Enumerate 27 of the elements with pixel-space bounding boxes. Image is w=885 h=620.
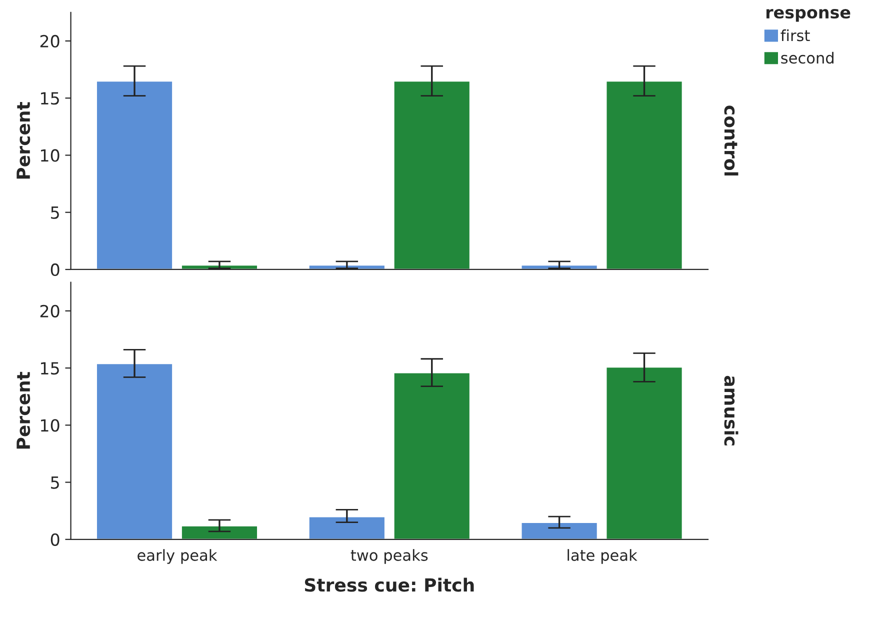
- y-tick-label: 10: [41, 149, 60, 162]
- y-tick-label: 5: [51, 476, 59, 489]
- y-tick-label: 20: [40, 304, 60, 318]
- bar: [520, 522, 598, 540]
- legend-title: response: [766, 8, 850, 22]
- x-tick-label: early peak: [138, 549, 218, 564]
- bar: [308, 516, 386, 540]
- text: amusic: [724, 376, 738, 446]
- y-tick-label: 5: [51, 206, 59, 219]
- y-tick-label: 0: [50, 533, 60, 546]
- y-tick-label: 10: [41, 419, 60, 432]
- legend-label: first: [780, 29, 810, 42]
- bar: [392, 372, 471, 540]
- legend-label: second: [781, 52, 834, 64]
- y-axis-title: Percent: [16, 102, 30, 179]
- bar: [180, 524, 258, 540]
- y-axis-title: Percent: [16, 372, 30, 449]
- bar: [605, 366, 684, 540]
- y-tick-label: 15: [41, 362, 59, 375]
- y-tick-label: 15: [41, 92, 59, 105]
- bar: [96, 362, 174, 540]
- x-axis-title: Stress cue: Pitch: [304, 578, 474, 592]
- x-tick-label: two peaks: [350, 549, 428, 564]
- x-tick-label: late peak: [568, 549, 638, 564]
- text: control: [724, 106, 738, 176]
- y-tick-label: 0: [50, 263, 60, 276]
- y-tick-label: 20: [40, 34, 60, 48]
